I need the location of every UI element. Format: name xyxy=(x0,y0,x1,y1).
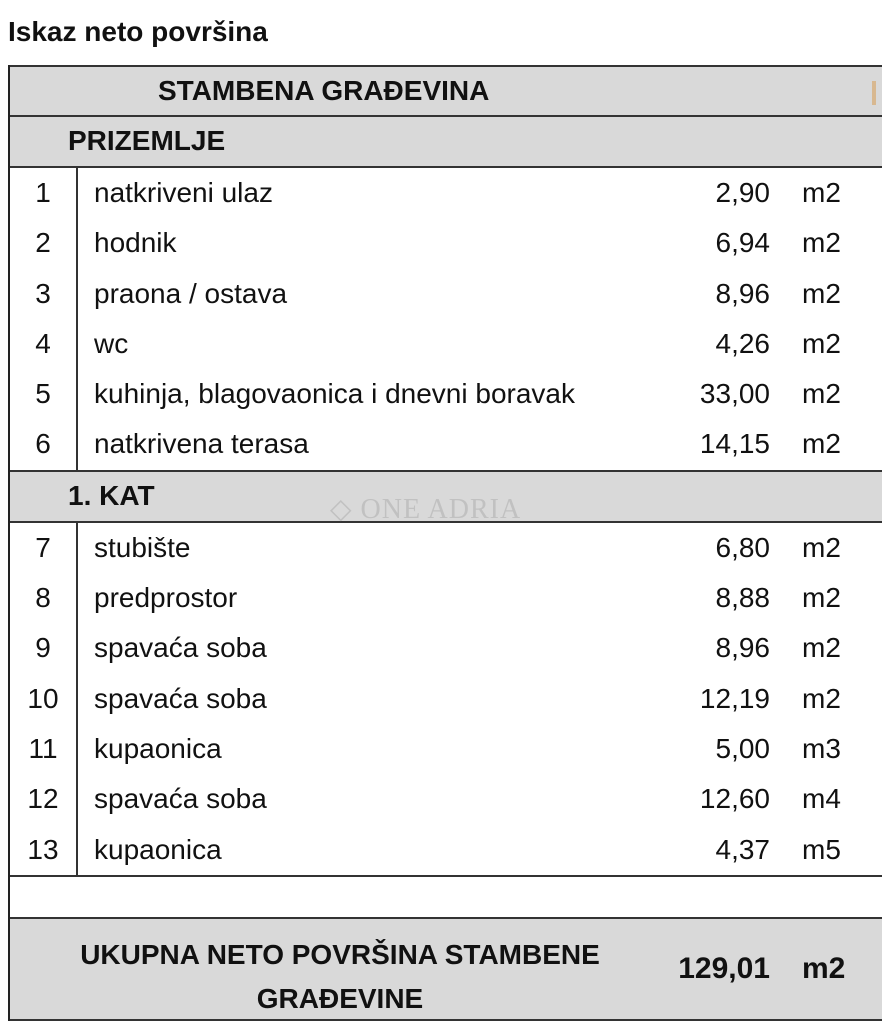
row-number: 3 xyxy=(35,277,51,309)
area-value: 4,26 xyxy=(715,327,771,359)
area-value: 33,00 xyxy=(699,378,770,410)
room-name: kupaonica xyxy=(94,833,222,865)
total-label-line: UKUPNA NETO POVRŠINA STAMBENE xyxy=(80,938,600,970)
row-number: 9 xyxy=(35,632,51,664)
total-label-line: GRAĐEVINE xyxy=(256,982,424,1014)
area-unit: m2 xyxy=(802,582,841,614)
table-row: 7 stubište 6,80 m2 xyxy=(10,523,882,573)
room-name: spavaća soba xyxy=(94,682,267,714)
total-unit: m2 xyxy=(802,951,846,985)
area-unit: m5 xyxy=(802,833,841,865)
area-unit: m3 xyxy=(802,732,841,764)
section-label: PRIZEMLJE xyxy=(68,125,226,156)
total-row: UKUPNA NETO POVRŠINA STAMBENE GRAĐEVINE 1… xyxy=(10,918,882,1021)
row-number: 11 xyxy=(28,732,58,764)
row-number: 6 xyxy=(35,428,51,460)
row-number: 2 xyxy=(35,227,51,259)
table-row: 3 praona / ostava 8,96 m2 xyxy=(10,269,882,319)
row-number: 10 xyxy=(27,682,59,714)
table-header: STAMBENA GRAĐEVINA xyxy=(10,65,882,117)
table-row: 9 spavaća soba 8,96 m2 xyxy=(10,623,882,673)
area-value: 5,00 xyxy=(715,732,771,764)
area-value: 8,96 xyxy=(715,632,771,664)
total-value: 129,01 xyxy=(678,951,770,985)
room-name: wc xyxy=(94,327,129,359)
divider xyxy=(76,168,78,470)
table-row: 1 natkriveni ulaz 2,90 m2 xyxy=(10,168,882,218)
room-name: natkriveni ulaz xyxy=(94,177,273,208)
table-row: 2 hodnik 6,94 m2 xyxy=(10,218,882,268)
section-header: 1. KAT xyxy=(10,471,882,523)
area-value: 14,15 xyxy=(699,428,770,460)
document-title: Iskaz neto površina xyxy=(8,16,268,47)
area-unit: m2 xyxy=(802,227,841,259)
row-number: 8 xyxy=(35,582,51,614)
table-row: 6 natkrivena terasa 14,15 m2 xyxy=(10,419,882,469)
watermark: ◇ ONE ADRIA xyxy=(330,494,522,525)
area-value: 6,94 xyxy=(715,227,771,259)
table-row: 5 kuhinja, blagovaonica i dnevni boravak 3… xyxy=(10,369,882,419)
row-number: 5 xyxy=(35,378,51,410)
area-value: 8,88 xyxy=(715,582,771,614)
room-name: spavaća soba xyxy=(94,632,267,664)
area-unit: m2 xyxy=(802,632,841,664)
area-value: 12,60 xyxy=(699,783,770,815)
divider xyxy=(76,522,78,875)
table-row: 8 predprostor 8,88 m2 xyxy=(10,573,882,623)
area-value: 2,90 xyxy=(715,177,771,208)
table-row: 4 wc 4,26 m2 xyxy=(10,319,882,369)
area-table: STAMBENA GRAĐEVINA PRIZEMLJE 1 natkriveni… xyxy=(8,65,882,1021)
area-unit: m2 xyxy=(802,428,841,460)
empty-row xyxy=(10,877,882,919)
row-number: 1 xyxy=(35,177,51,208)
area-value: 12,19 xyxy=(699,682,770,714)
room-name: hodnik xyxy=(94,227,177,259)
row-number: 13 xyxy=(27,833,59,865)
room-name: praona / ostava xyxy=(94,277,288,309)
room-name: stubište xyxy=(94,531,191,563)
row-number: 7 xyxy=(35,531,51,563)
area-unit: m2 xyxy=(802,682,841,714)
area-unit: m4 xyxy=(802,783,841,815)
area-unit: m2 xyxy=(802,327,841,359)
row-number: 4 xyxy=(35,327,51,359)
marker xyxy=(872,81,876,105)
table-row: 10 spavaća soba 12,19 m2 xyxy=(10,674,882,724)
room-name: spavaća soba xyxy=(94,783,267,815)
area-value: 6,80 xyxy=(715,531,771,563)
room-name: natkrivena terasa xyxy=(94,428,309,460)
section-header: PRIZEMLJE xyxy=(10,117,882,168)
table-row: 12 spavaća soba 12,60 m4 xyxy=(10,774,882,824)
header-label: STAMBENA GRAĐEVINA xyxy=(158,75,490,106)
area-unit: m2 xyxy=(802,378,841,410)
total-label: UKUPNA NETO POVRŠINA STAMBENE GRAĐEVINE xyxy=(10,933,670,1021)
room-name: kuhinja, blagovaonica i dnevni boravak xyxy=(94,378,575,410)
area-unit: m2 xyxy=(802,531,841,563)
room-name: predprostor xyxy=(94,582,238,614)
area-unit: m2 xyxy=(802,277,841,309)
section-label: 1. KAT xyxy=(68,479,155,511)
section-rows: 1 natkriveni ulaz 2,90 m2 2 hodnik 6,94 m2 3 prao… xyxy=(10,168,882,472)
section-rows: 7 stubište 6,80 m2 8 predprostor 8,88 m2 9 spavać… xyxy=(10,522,882,877)
room-name: kupaonica xyxy=(94,732,222,764)
row-number: 12 xyxy=(27,783,59,815)
area-unit: m2 xyxy=(802,177,841,208)
area-value: 4,37 xyxy=(715,833,771,865)
area-value: 8,96 xyxy=(715,277,771,309)
table-row: 11 kupaonica 5,00 m3 xyxy=(10,724,882,774)
table-row: 13 kupaonica 4,37 m5 xyxy=(10,825,882,875)
